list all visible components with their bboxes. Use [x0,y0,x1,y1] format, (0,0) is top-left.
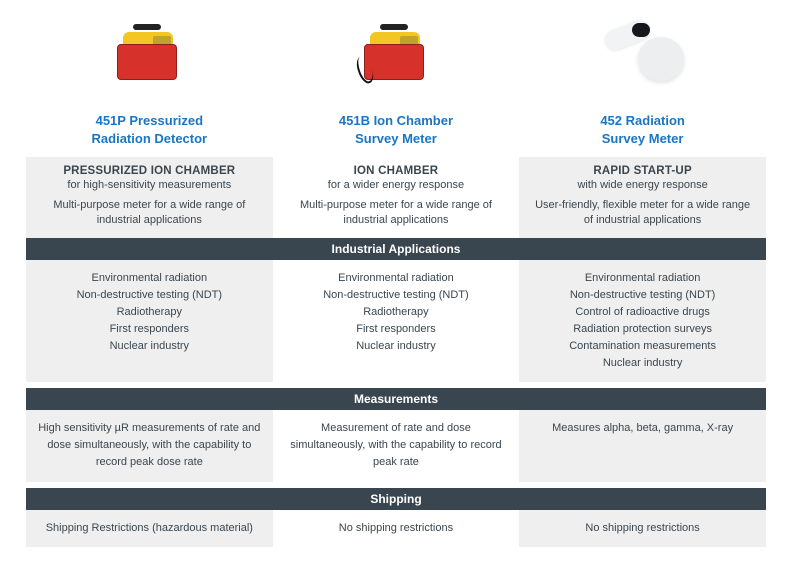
list-item: Non-destructive testing (NDT) [285,287,508,304]
apps-cell: Environmental radiation Non-destructive … [273,260,520,382]
apps-cell: Environmental radiation Non-destructive … [26,260,273,382]
product-image-452 [519,23,766,83]
product-image-451b [273,24,520,82]
list-item: Radiotherapy [38,304,261,321]
list-item: First responders [285,321,508,338]
measurements-cell: Measurement of rate and dose simultaneou… [273,410,520,481]
title-line: Survey Meter [281,130,512,148]
title-line: 452 Radiation [527,112,758,130]
feature-row: PRESSURIZED ION CHAMBER for high-sensiti… [26,157,766,238]
feature-subtitle: with wide energy response [531,178,754,192]
list-item: Non-destructive testing (NDT) [531,287,754,304]
feature-cell: RAPID START-UP with wide energy response… [519,157,766,238]
shipping-cell: No shipping restrictions [519,510,766,547]
product-image-451p [26,24,273,82]
list-item: Contamination measurements [531,338,754,355]
product-title-link[interactable]: 451B Ion Chamber Survey Meter [273,106,520,157]
device-icon [356,24,436,82]
industrial-apps-row: Environmental radiation Non-destructive … [26,260,766,382]
feature-description: Multi-purpose meter for a wide range of … [285,198,508,228]
feature-subtitle: for a wider energy response [285,178,508,192]
feature-title: PRESSURIZED ION CHAMBER [38,165,261,177]
shipping-row: Shipping Restrictions (hazardous materia… [26,510,766,547]
product-images-row [26,8,766,98]
list-item: Radiation protection surveys [531,321,754,338]
device-icon [598,23,688,83]
list-item: Environmental radiation [38,270,261,287]
list-item: Nuclear industry [38,338,261,355]
feature-cell: ION CHAMBER for a wider energy response … [273,157,520,238]
feature-subtitle: for high-sensitivity measurements [38,178,261,192]
title-line: Radiation Detector [34,130,265,148]
feature-cell: PRESSURIZED ION CHAMBER for high-sensiti… [26,157,273,238]
section-header-industrial: Industrial Applications [26,238,766,260]
measurements-row: High sensitivity µR measurements of rate… [26,410,766,481]
list-item: Non-destructive testing (NDT) [38,287,261,304]
shipping-cell: No shipping restrictions [273,510,520,547]
measurements-cell: Measures alpha, beta, gamma, X-ray [519,410,766,481]
product-title-link[interactable]: 452 Radiation Survey Meter [519,106,766,157]
section-header-measurements: Measurements [26,388,766,410]
section-header-shipping: Shipping [26,488,766,510]
product-titles-row: 451P Pressurized Radiation Detector 451B… [26,106,766,157]
list-item: Environmental radiation [531,270,754,287]
list-item: Radiotherapy [285,304,508,321]
apps-cell: Environmental radiation Non-destructive … [519,260,766,382]
product-title-link[interactable]: 451P Pressurized Radiation Detector [26,106,273,157]
feature-description: User-friendly, flexible meter for a wide… [531,198,754,228]
feature-title: ION CHAMBER [285,165,508,177]
list-item: Control of radioactive drugs [531,304,754,321]
comparison-table: 451P Pressurized Radiation Detector 451B… [26,0,766,547]
list-item: Nuclear industry [531,355,754,372]
device-icon [109,24,189,82]
list-item: First responders [38,321,261,338]
list-item: Environmental radiation [285,270,508,287]
feature-title: RAPID START-UP [531,165,754,177]
title-line: 451P Pressurized [34,112,265,130]
shipping-cell: Shipping Restrictions (hazardous materia… [26,510,273,547]
measurements-cell: High sensitivity µR measurements of rate… [26,410,273,481]
title-line: 451B Ion Chamber [281,112,512,130]
title-line: Survey Meter [527,130,758,148]
list-item: Nuclear industry [285,338,508,355]
feature-description: Multi-purpose meter for a wide range of … [38,198,261,228]
